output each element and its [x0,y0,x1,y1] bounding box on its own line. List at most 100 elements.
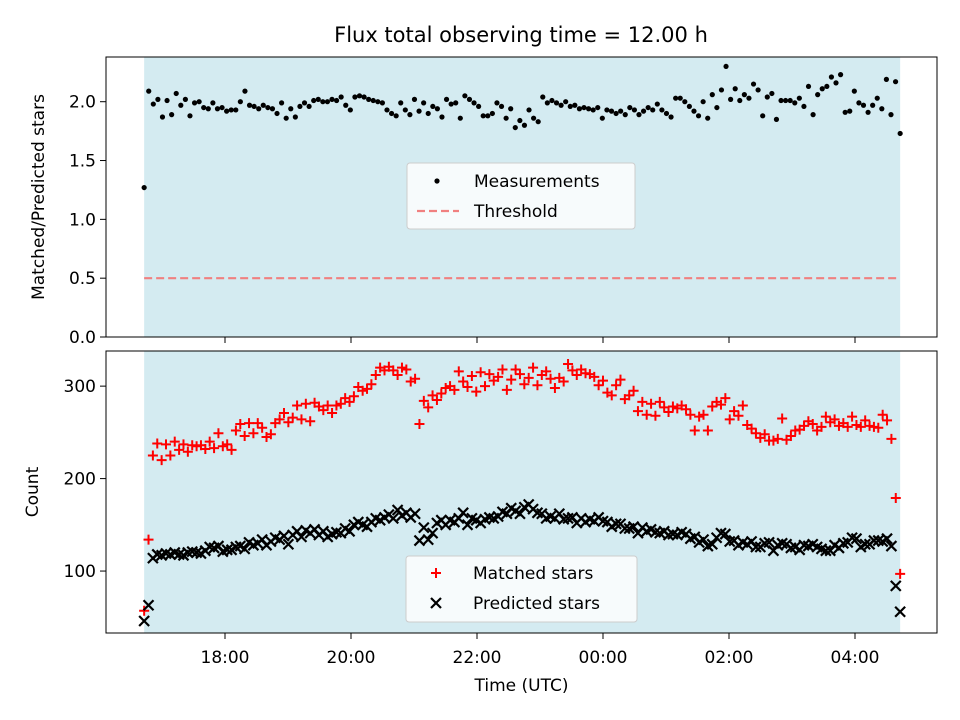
data-point [576,106,583,112]
data-point [689,425,700,436]
data-point [217,441,228,452]
data-point [414,419,425,430]
data-point [545,373,556,384]
data-point [200,444,211,455]
data-point [159,114,166,120]
data-point [228,107,234,113]
data-point [379,100,386,106]
y-tick-label: 1.5 [69,152,96,172]
data-point [581,104,587,111]
data-point [820,411,831,422]
data-point [691,108,697,114]
data-point [238,543,251,555]
data-point [833,80,839,86]
data-point [498,103,505,110]
data-point [173,90,179,97]
data-point [886,433,897,444]
data-point [274,414,285,425]
data-point [622,112,628,118]
data-point [142,599,155,612]
data-point [746,95,752,101]
data-point [686,103,692,110]
data-point [402,107,408,113]
data-point [416,108,422,114]
data-point [301,100,308,106]
data-point [892,79,899,85]
data-point [801,103,807,110]
data-point [300,398,311,409]
data-point [331,400,342,411]
data-point [425,110,431,117]
data-point [292,400,303,411]
data-point [837,72,844,78]
data-point [251,103,257,110]
data-point [589,371,600,382]
data-point [155,96,161,102]
data-point [343,102,349,108]
data-point [718,87,725,93]
data-point [783,97,789,104]
data-point [685,409,696,420]
data-point [242,88,248,94]
data-point [333,97,340,104]
data-point [697,533,710,546]
data-point [453,366,464,377]
data-point [510,364,521,375]
data-point [423,402,434,413]
data-point [663,110,670,117]
data-point [654,101,660,107]
data-point [248,428,259,439]
data-point [729,406,740,417]
data-point [544,100,550,106]
data-point [637,396,648,407]
data-point [278,407,289,418]
data-point [733,410,744,421]
x-tick-label: 18:00 [201,648,250,668]
data-point [851,88,857,94]
data-point [361,94,367,100]
data-point [773,116,780,122]
data-point [632,406,643,417]
y-tick-label: 100 [64,562,96,582]
data-point [329,96,335,102]
data-point [879,106,885,112]
data-point [475,367,486,378]
data-point [269,106,276,112]
data-point [401,364,412,375]
data-point [210,100,216,106]
data-point [619,522,631,535]
data-point [746,423,757,434]
data-point [306,103,312,110]
legend-predicted-marker [430,597,442,609]
data-point [305,416,316,427]
data-point [252,418,263,429]
data-point [815,92,821,98]
data-point [750,541,762,553]
data-point [427,390,438,401]
data-point [883,76,890,82]
data-point [174,444,185,455]
legend-matched-label: Matched stars [473,564,593,584]
data-point [724,414,735,425]
data-point [421,100,427,106]
bottom-x-ticks: 18:00 20:00 22:00 00:00 02:00 04:00 [201,633,880,668]
data-point [694,411,705,422]
data-point [431,568,441,578]
data-point [146,88,152,94]
data-point [409,507,421,520]
data-point [707,401,718,412]
data-point [143,534,154,545]
data-point [681,404,692,415]
data-point [563,358,574,369]
data-point [407,112,413,118]
data-point [517,117,523,124]
data-point [256,106,262,112]
data-point [719,528,732,540]
data-point [187,113,193,119]
data-point [772,433,783,444]
data-point [819,86,825,92]
y-tick-label: 0.0 [69,328,96,348]
data-point [888,112,894,118]
data-point [497,364,508,375]
bottom-axes-frame [105,350,938,634]
